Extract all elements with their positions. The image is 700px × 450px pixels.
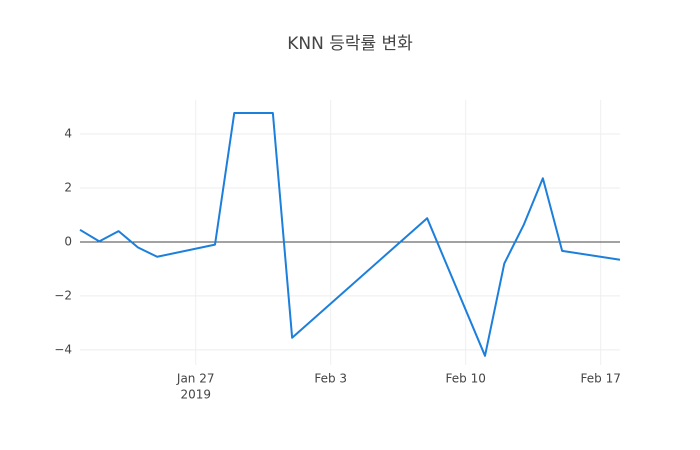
y-tick-label: −4 [54,342,72,356]
x-tick-label: Feb 10 [446,372,486,386]
x-year-label: 2019 [180,388,211,402]
x-tick-label: Jan 27 [176,372,215,386]
y-tick-label: −2 [54,288,72,302]
x-tick-label: Feb 3 [314,372,347,386]
data-line [79,111,621,357]
y-tick-label: 4 [64,127,72,141]
chart-title: KNN 등락률 변화 [287,34,413,54]
y-tick-label: 2 [64,180,72,194]
x-tick-label: Feb 17 [581,372,621,386]
y-tick-label: 0 [64,234,72,248]
